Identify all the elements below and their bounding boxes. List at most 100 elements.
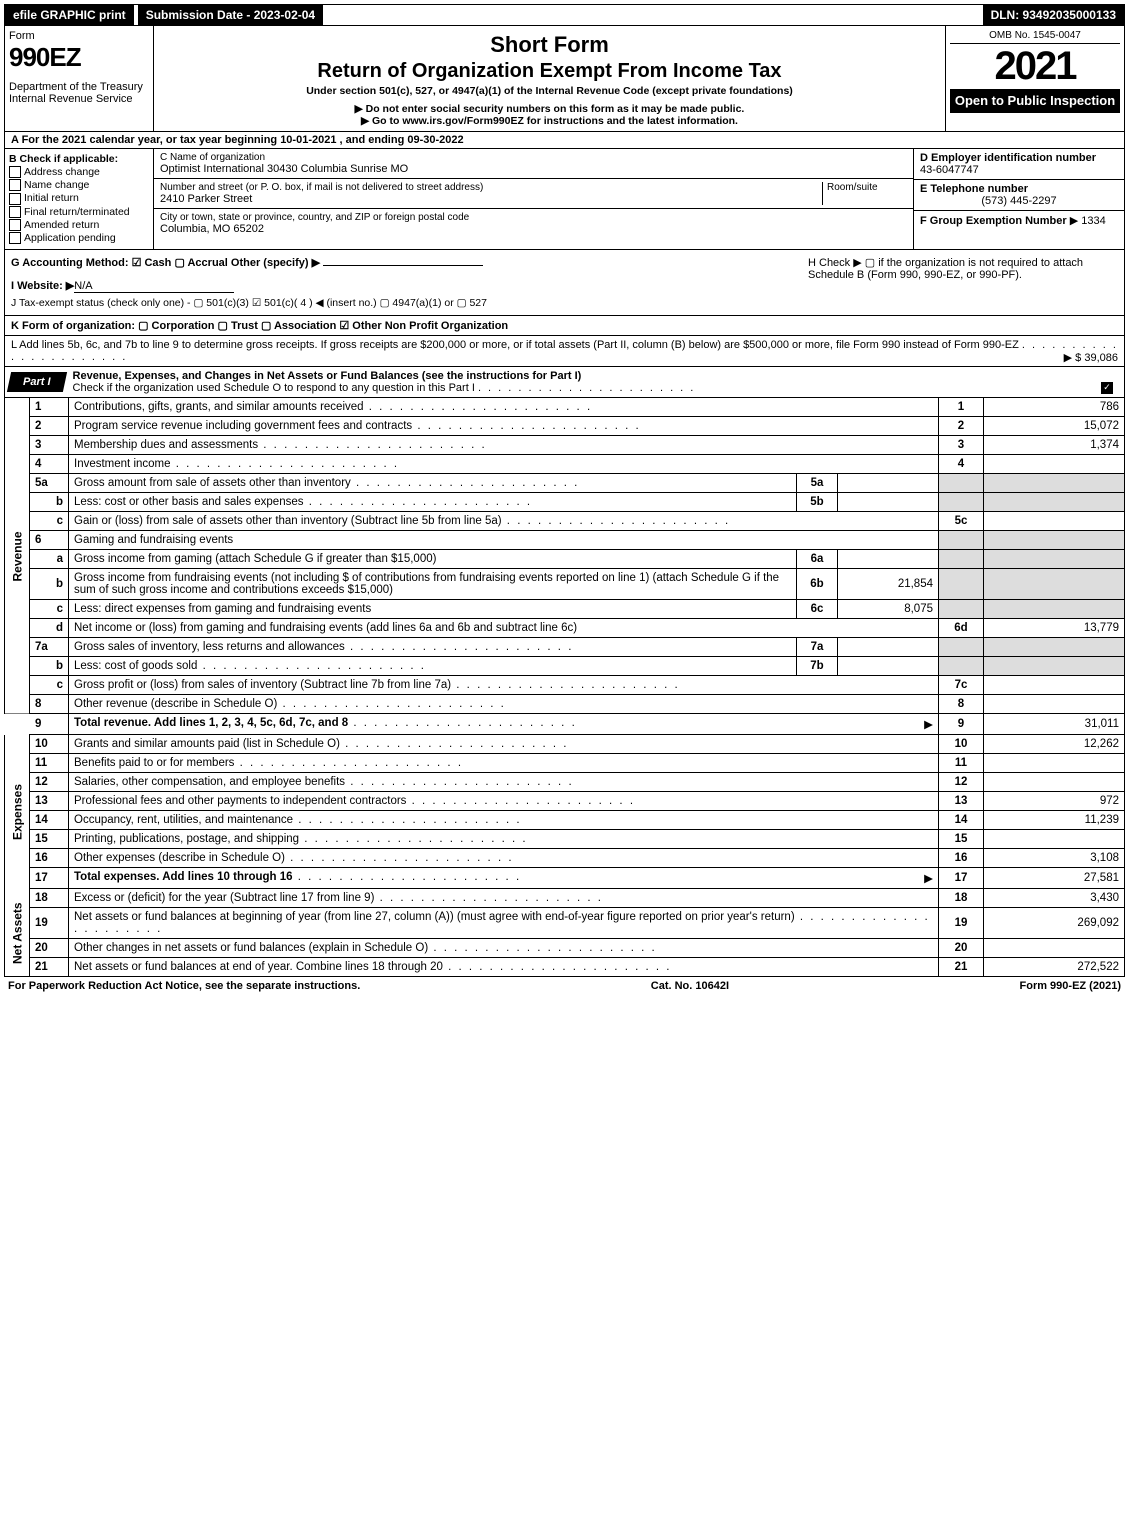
schedule-o-checkbox[interactable]: ✓ — [1101, 382, 1113, 394]
efile-print[interactable]: efile GRAPHIC print — [5, 5, 134, 25]
line-18-num: 18 — [30, 889, 69, 908]
chk-address-change[interactable]: Address change — [9, 166, 149, 178]
chk-application-pending[interactable]: Application pending — [9, 232, 149, 244]
line-6-shade — [939, 531, 984, 550]
row-a-tax-year: A For the 2021 calendar year, or tax yea… — [4, 132, 1125, 149]
line-3-no: 3 — [939, 436, 984, 455]
line-10-num: 10 — [30, 735, 69, 754]
chk-initial-return[interactable]: Initial return — [9, 192, 149, 204]
accounting-method: G Accounting Method: ☑ Cash ▢ Accrual Ot… — [11, 256, 796, 269]
phone-label: E Telephone number — [920, 183, 1028, 195]
line-2-no: 2 — [939, 417, 984, 436]
line-7b-smv — [838, 657, 939, 676]
chk-final-return[interactable]: Final return/terminated — [9, 206, 149, 218]
open-to-public: Open to Public Inspection — [950, 89, 1120, 113]
line-7b-sm: 7b — [797, 657, 838, 676]
part-1-tab: Part I — [23, 376, 51, 388]
line-3-val: 1,374 — [984, 436, 1125, 455]
line-6c-desc: Less: direct expenses from gaming and fu… — [74, 603, 371, 615]
line-6b-sm: 6b — [797, 569, 838, 600]
line-7c-num: c — [30, 676, 69, 695]
line-14-num: 14 — [30, 811, 69, 830]
org-name-label: C Name of organization — [160, 152, 907, 163]
line-13-no: 13 — [939, 792, 984, 811]
line-10-val: 12,262 — [984, 735, 1125, 754]
line-6-valshade — [984, 531, 1125, 550]
line-5b-desc: Less: cost or other basis and sales expe… — [74, 496, 304, 508]
line-11-num: 11 — [30, 754, 69, 773]
line-12-desc: Salaries, other compensation, and employ… — [74, 776, 345, 788]
line-7a-smv — [838, 638, 939, 657]
ein-value: 43-6047747 — [920, 164, 979, 176]
line-20-no: 20 — [939, 939, 984, 958]
line-6d-val: 13,779 — [984, 619, 1125, 638]
form-header: Form 990EZ Department of the Treasury In… — [4, 26, 1125, 132]
group-exemption-value: ▶ 1334 — [1070, 215, 1106, 227]
line-5a-num: 5a — [30, 474, 69, 493]
line-7b-desc: Less: cost of goods sold — [74, 660, 197, 672]
footer-form-no: Form 990-EZ (2021) — [1020, 980, 1121, 992]
line-19-val: 269,092 — [984, 908, 1125, 939]
room-suite-label: Room/suite — [822, 182, 907, 205]
city-label: City or town, state or province, country… — [160, 212, 907, 223]
line-12-val — [984, 773, 1125, 792]
line-6d-desc: Net income or (loss) from gaming and fun… — [74, 622, 577, 634]
col-b-title: B Check if applicable: — [9, 153, 118, 165]
line-5c-desc: Gain or (loss) from sale of assets other… — [74, 515, 502, 527]
chk-amended-return[interactable]: Amended return — [9, 219, 149, 231]
line-7c-val — [984, 676, 1125, 695]
line-7c-desc: Gross profit or (loss) from sales of inv… — [74, 679, 451, 691]
line-5b-smv — [838, 493, 939, 512]
line-9-no: 9 — [939, 714, 984, 735]
line-21-no: 21 — [939, 958, 984, 977]
street-address: 2410 Parker Street — [160, 193, 822, 205]
line-5b-num: b — [30, 493, 69, 512]
line-6c-shade — [939, 600, 984, 619]
submission-date: Submission Date - 2023-02-04 — [138, 5, 323, 25]
line-6b-shade — [939, 569, 984, 600]
line-1-no: 1 — [939, 398, 984, 417]
form-number: 990EZ — [9, 42, 149, 73]
line-6c-smv: 8,075 — [838, 600, 939, 619]
dept-treasury: Department of the Treasury Internal Reve… — [9, 81, 149, 105]
line-4-no: 4 — [939, 455, 984, 474]
tax-exempt-status: J Tax-exempt status (check only one) - ▢… — [11, 297, 796, 309]
tax-year: 2021 — [950, 44, 1120, 89]
line-5c-no: 5c — [939, 512, 984, 531]
section-g-h-i: G Accounting Method: ☑ Cash ▢ Accrual Ot… — [4, 250, 1125, 316]
line-1-num: 1 — [30, 398, 69, 417]
line-6d-no: 6d — [939, 619, 984, 638]
line-11-no: 11 — [939, 754, 984, 773]
line-14-no: 14 — [939, 811, 984, 830]
street-label: Number and street (or P. O. box, if mail… — [160, 182, 822, 193]
line-20-desc: Other changes in net assets or fund bala… — [74, 942, 428, 954]
chk-name-change[interactable]: Name change — [9, 179, 149, 191]
line-18-no: 18 — [939, 889, 984, 908]
line-5b-valshade — [984, 493, 1125, 512]
section-h: H Check ▶ ▢ if the organization is not r… — [802, 250, 1124, 315]
subtitle-section: Under section 501(c), 527, or 4947(a)(1)… — [158, 85, 941, 97]
col-def: D Employer identification number 43-6047… — [914, 149, 1124, 249]
line-6b-num: b — [30, 569, 69, 600]
subtitle-goto[interactable]: ▶ Go to www.irs.gov/Form990EZ for instru… — [158, 115, 941, 127]
title-return: Return of Organization Exempt From Incom… — [158, 60, 941, 83]
org-name: Optimist International 30430 Columbia Su… — [160, 163, 907, 175]
line-16-num: 16 — [30, 849, 69, 868]
line-10-desc: Grants and similar amounts paid (list in… — [74, 738, 340, 750]
omb-number: OMB No. 1545-0047 — [950, 30, 1120, 44]
footer-cat-no: Cat. No. 10642I — [651, 980, 729, 992]
line-3-num: 3 — [30, 436, 69, 455]
footer-left: For Paperwork Reduction Act Notice, see … — [8, 980, 360, 992]
line-8-num: 8 — [30, 695, 69, 714]
line-12-num: 12 — [30, 773, 69, 792]
page-footer: For Paperwork Reduction Act Notice, see … — [4, 977, 1125, 995]
line-5c-val — [984, 512, 1125, 531]
part-1-check-desc: Check if the organization used Schedule … — [73, 382, 475, 394]
line-19-num: 19 — [30, 908, 69, 939]
line-7a-sm: 7a — [797, 638, 838, 657]
line-5a-valshade — [984, 474, 1125, 493]
line-19-no: 19 — [939, 908, 984, 939]
line-7a-valshade — [984, 638, 1125, 657]
arrow-icon: ▶ — [924, 871, 933, 885]
line-7b-num: b — [30, 657, 69, 676]
